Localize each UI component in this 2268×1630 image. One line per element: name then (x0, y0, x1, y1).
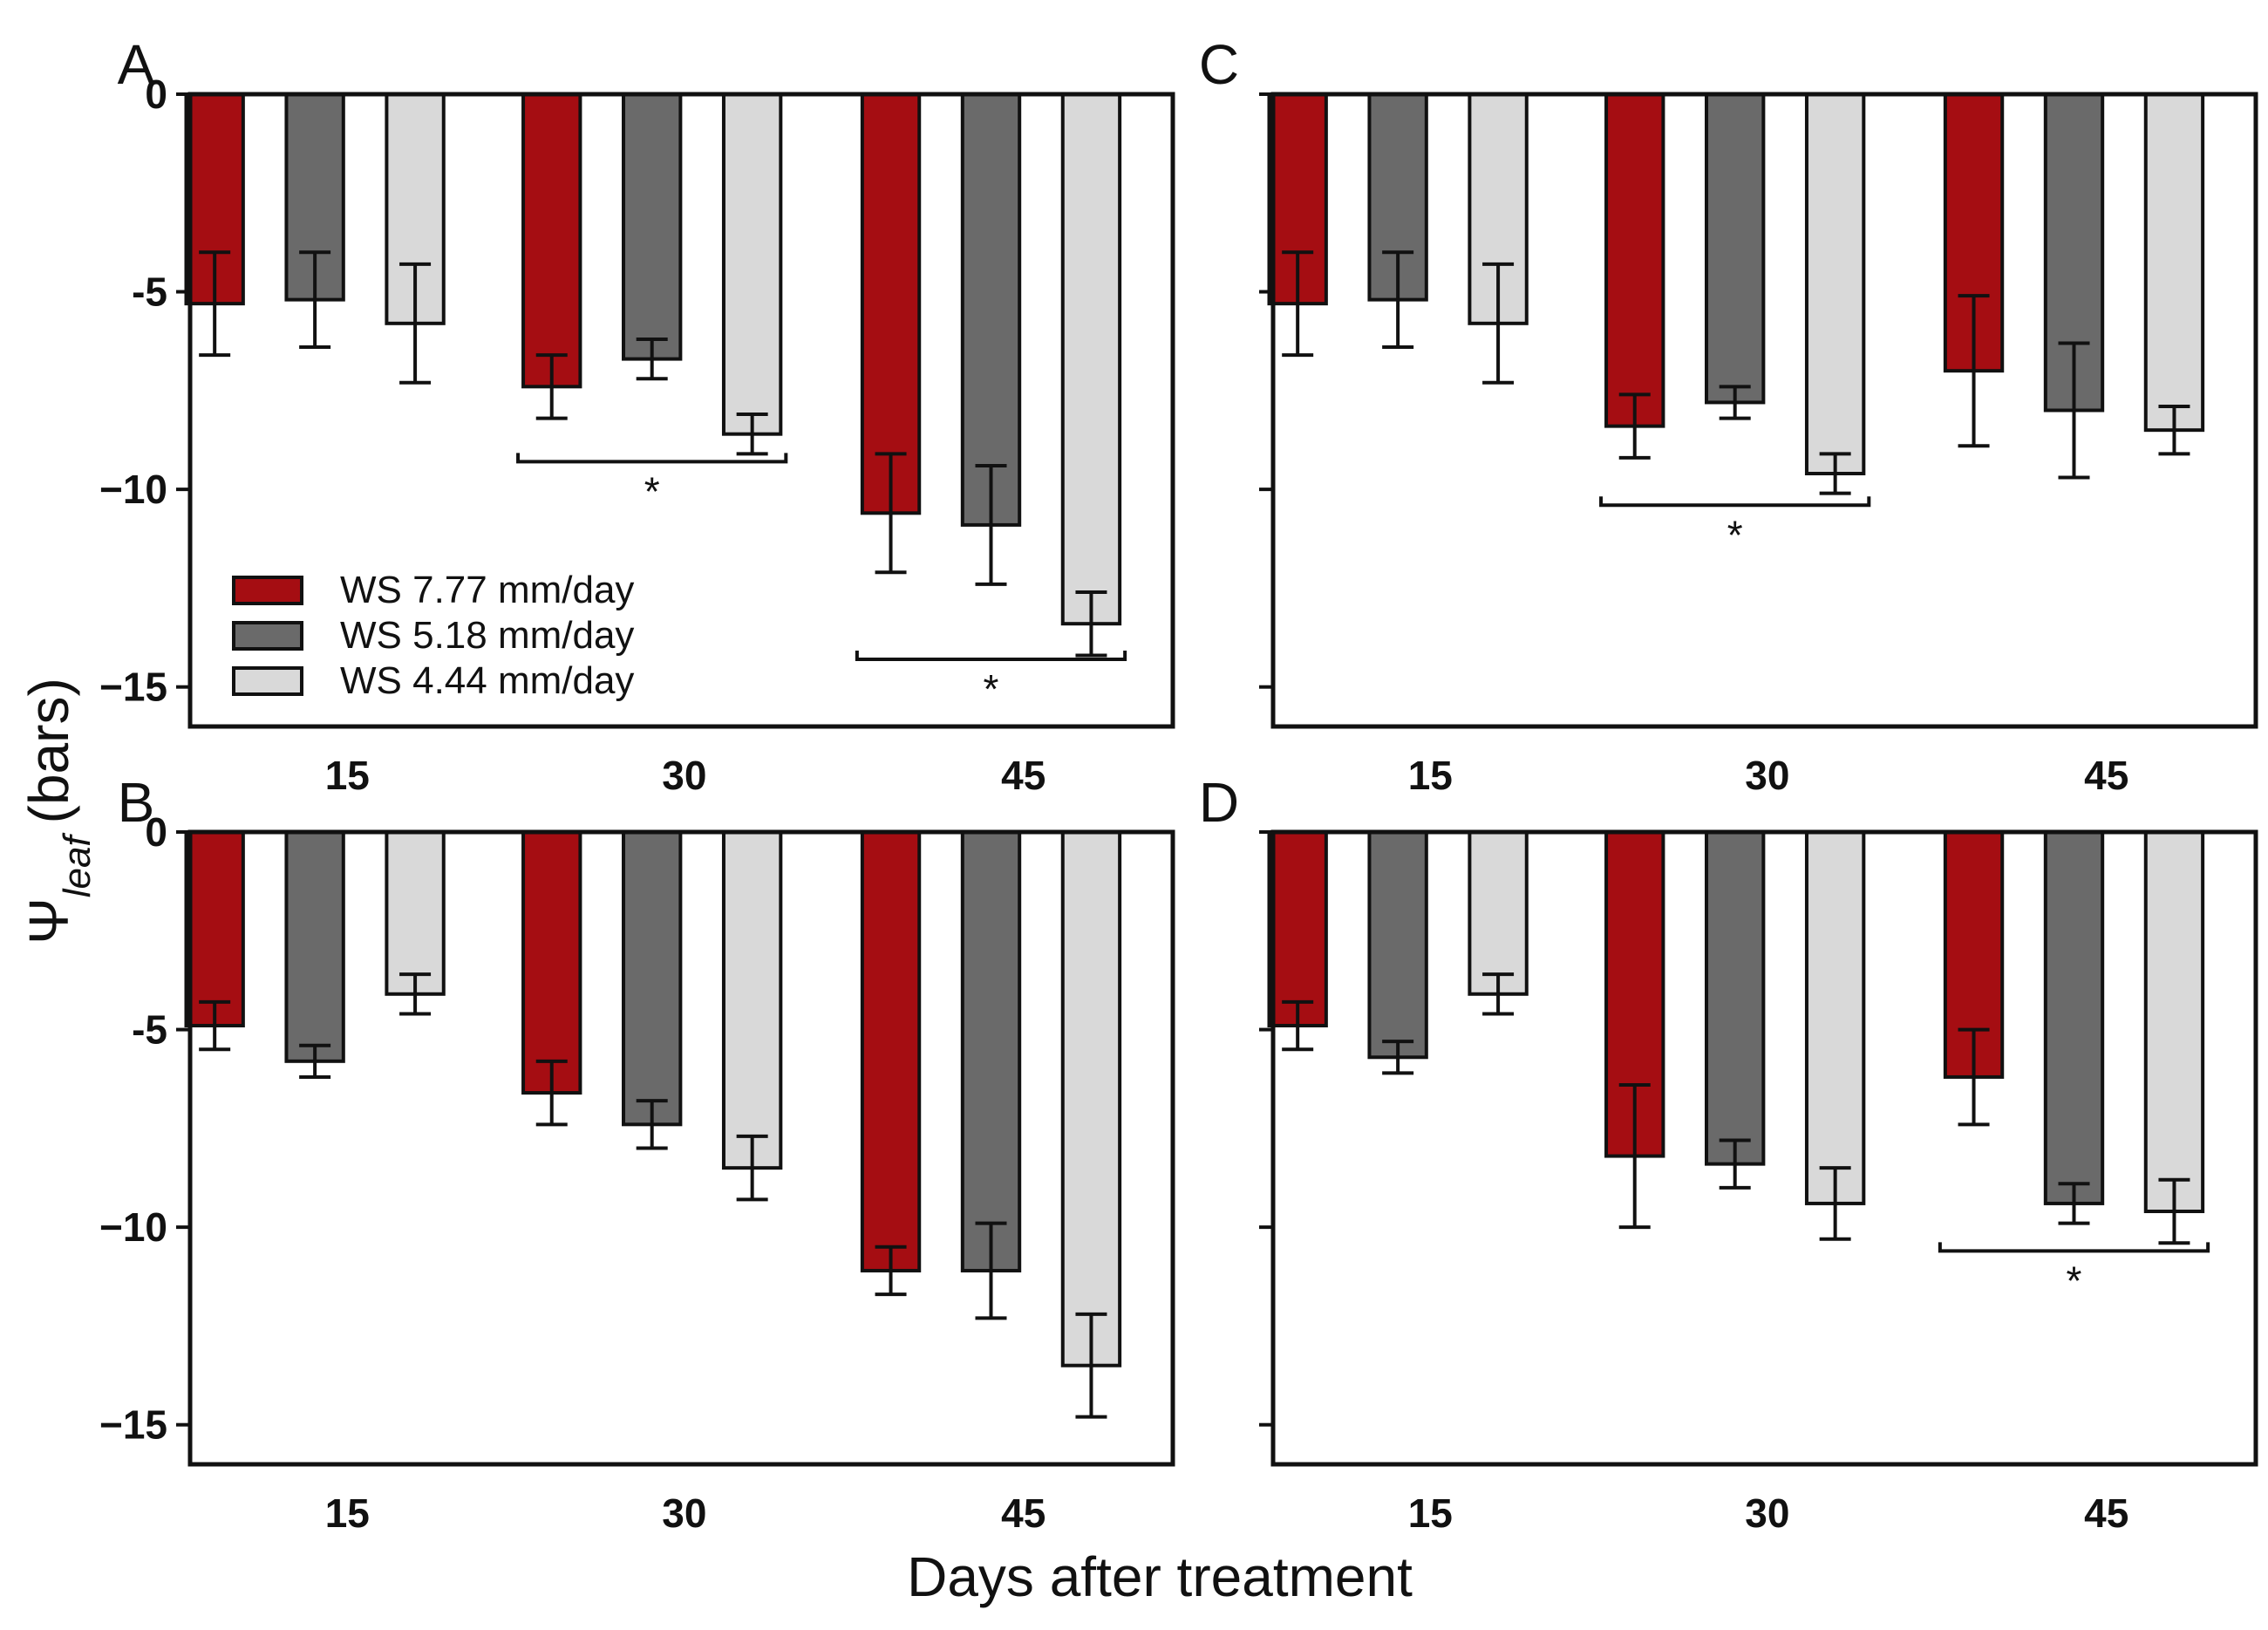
panel-frame (187, 829, 1175, 1467)
panel-frame (187, 92, 1175, 729)
significance-bracket (855, 650, 1127, 661)
bar (721, 830, 783, 1170)
bar (2143, 830, 2205, 1213)
bar (1060, 830, 1122, 1367)
bar (622, 92, 683, 361)
bar (1705, 830, 1766, 1166)
panel-D: D 15 30 45 * (1199, 771, 2258, 1536)
x-tick-label: 45 (1001, 753, 1045, 798)
significance-star: * (2067, 1258, 2082, 1303)
bar (1468, 830, 1529, 996)
bar (860, 92, 922, 515)
x-tick-label: 30 (1745, 1490, 1789, 1536)
y-axis-title: Ψleaf (bars) (17, 678, 99, 945)
y-tick-label: −10 (99, 1204, 167, 1250)
legend-label: WS 4.44 mm/day (340, 659, 634, 702)
y-axis-subscript: leaf (56, 832, 99, 898)
x-tick-label: 15 (325, 753, 370, 798)
bar (1705, 92, 1766, 405)
bar (385, 830, 446, 996)
legend-label: WS 7.77 mm/day (340, 569, 634, 611)
y-axis-unit: (bars) (17, 678, 80, 823)
y-tick-label: −10 (99, 467, 167, 512)
significance-bracket (1938, 1242, 2210, 1253)
x-tick-label: 30 (662, 753, 706, 798)
y-tick-label: -5 (132, 1007, 167, 1053)
bar (521, 92, 582, 389)
x-tick-label: 15 (1408, 1490, 1453, 1536)
panel-label: B (118, 771, 155, 834)
bar (1804, 830, 1866, 1205)
bar (622, 830, 683, 1127)
significance-bracket (1599, 496, 1871, 508)
bar (1604, 92, 1665, 428)
legend-swatch (232, 621, 303, 651)
bar (1804, 92, 1866, 475)
panel-B: B0 -5 −10 −15 15 30 45 (99, 771, 1175, 1536)
y-tick-label: 0 (145, 72, 167, 117)
x-tick-label: 30 (1745, 753, 1789, 798)
bar (1367, 830, 1428, 1060)
panel-label: D (1199, 771, 1239, 834)
bar (721, 92, 783, 436)
panel-frame (1270, 829, 2258, 1467)
bar (284, 830, 345, 1063)
bar (1060, 92, 1122, 626)
panel-frame (1270, 92, 2258, 729)
bar (184, 830, 245, 1028)
bar (2043, 830, 2105, 1205)
bar (1267, 830, 1328, 1028)
bar (960, 830, 1022, 1272)
panel-C: C 15 30 45 * (1199, 33, 2258, 798)
panel-label: C (1199, 33, 1239, 96)
legend-swatch (232, 666, 303, 696)
bar (521, 830, 582, 1095)
significance-star: * (984, 666, 999, 712)
bar (960, 92, 1022, 527)
x-tick-label: 30 (662, 1490, 706, 1536)
bar (860, 830, 922, 1272)
legend-swatch (232, 576, 303, 605)
y-tick-label: −15 (99, 1402, 167, 1448)
y-tick-label: -5 (132, 269, 167, 315)
x-tick-label: 45 (1001, 1490, 1045, 1536)
panel-label: A (118, 33, 155, 96)
legend-label: WS 5.18 mm/day (340, 614, 634, 657)
x-tick-label: 15 (1408, 753, 1453, 798)
x-tick-label: 15 (325, 1490, 370, 1536)
significance-star: * (1727, 512, 1743, 557)
bar (2143, 92, 2205, 433)
x-axis-title: Days after treatment (907, 1545, 1413, 1608)
x-tick-label: 45 (2084, 1490, 2128, 1536)
significance-bracket (516, 453, 788, 464)
y-tick-label: 0 (145, 809, 167, 855)
x-tick-label: 45 (2084, 753, 2128, 798)
y-tick-label: −15 (99, 665, 167, 710)
y-axis-symbol: Ψ (17, 897, 80, 944)
significance-star: * (644, 468, 660, 514)
